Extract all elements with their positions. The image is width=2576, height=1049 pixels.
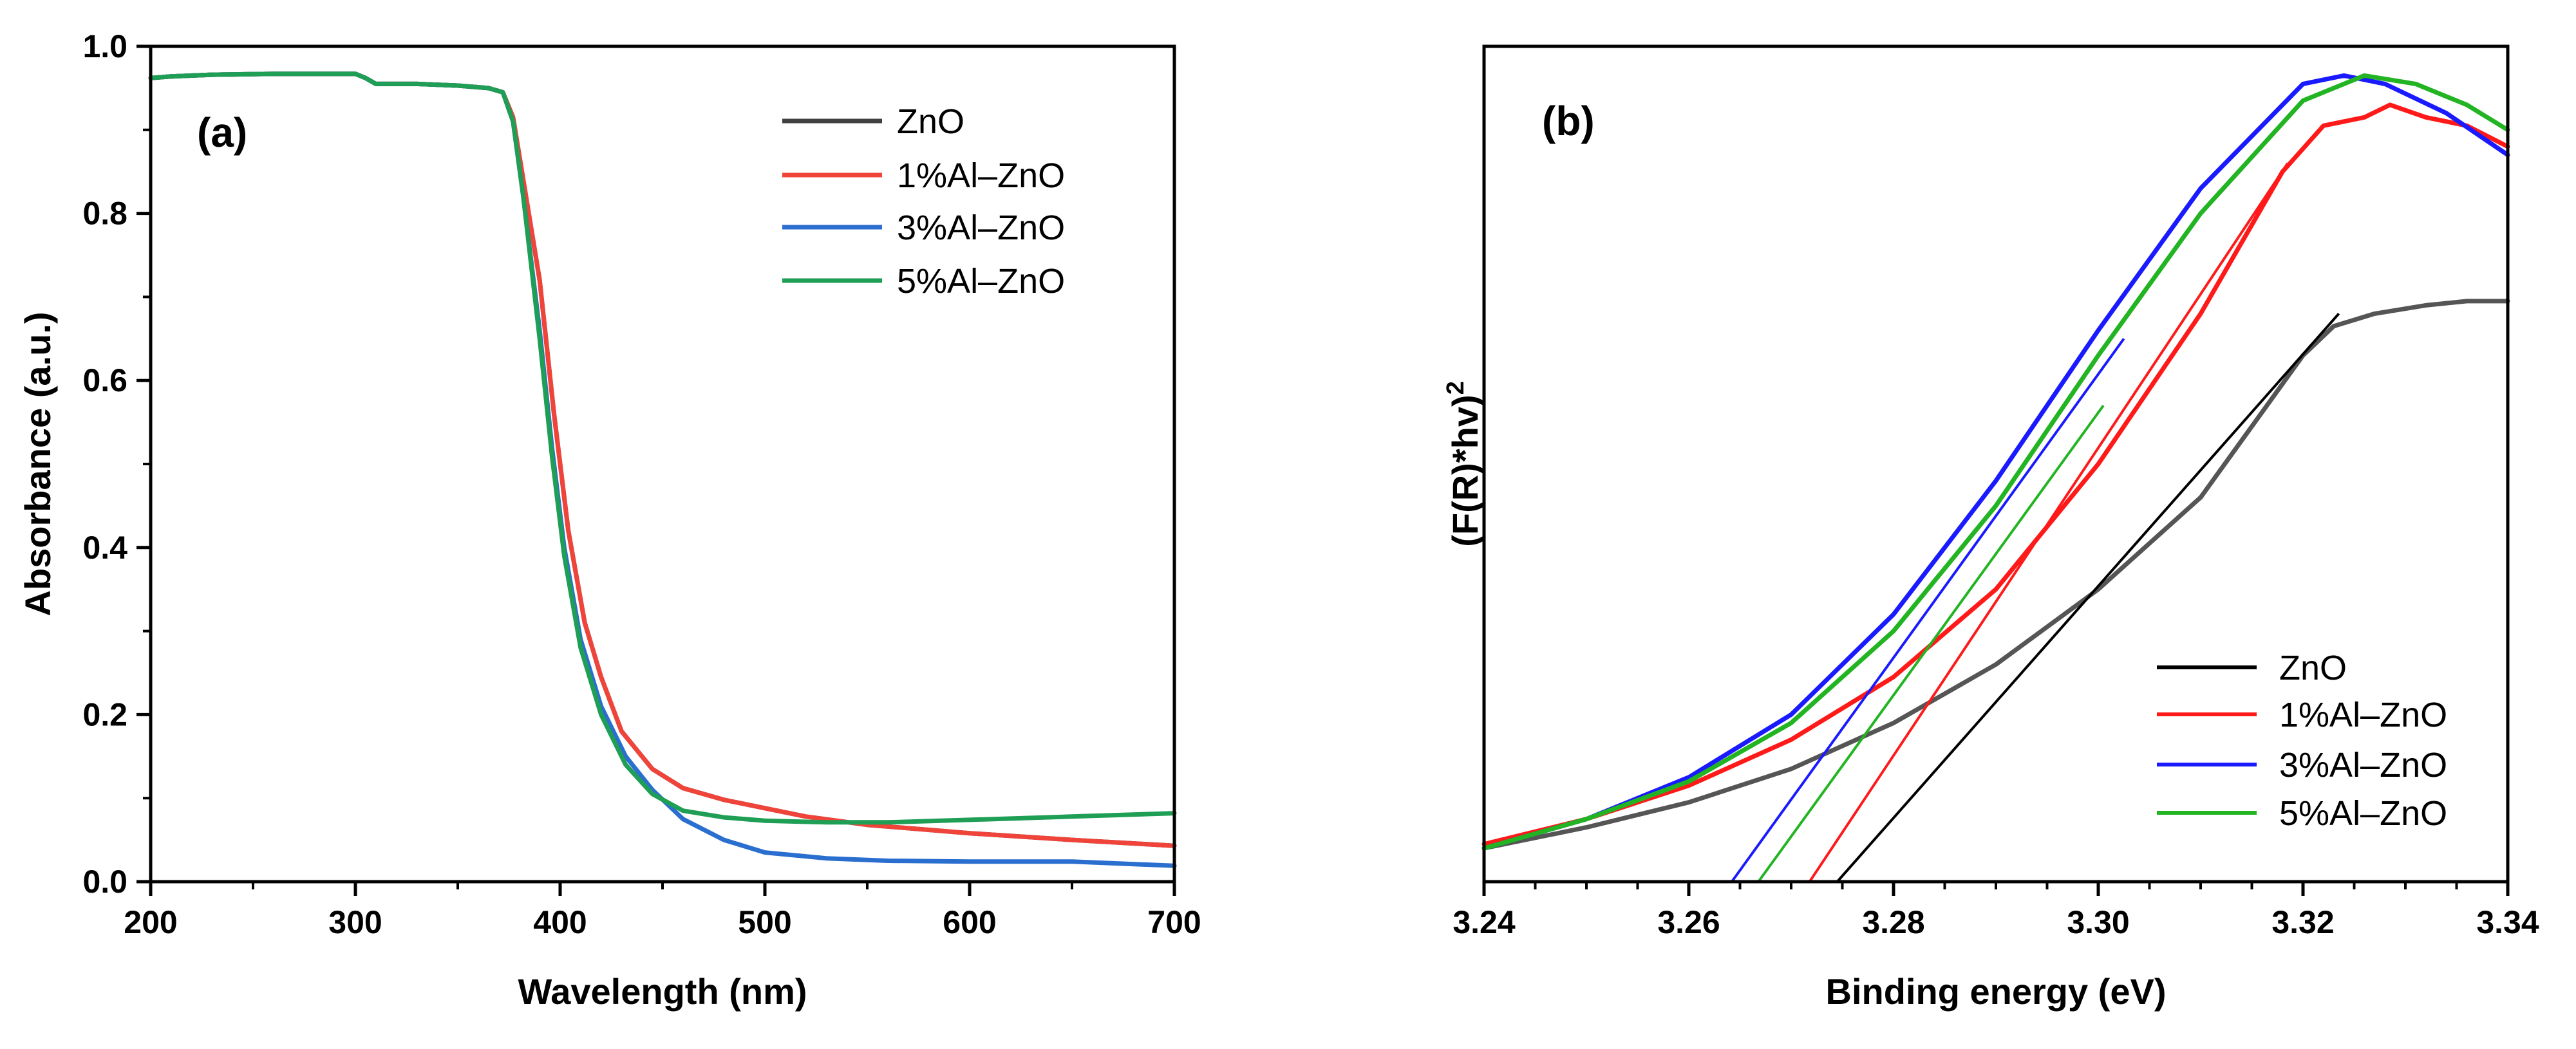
panel-a-y-axis-title: Absorbance (a.u.)	[17, 312, 58, 617]
panel-b-legend-entry: 5%Al–ZnO	[2157, 794, 2447, 833]
panel-b-y-axis-title: (F(R)*hv)2	[1442, 381, 1485, 547]
series-line-3	[148, 71, 1177, 825]
panel-a-ticks: 200 300 400 500 600 700 0.0 0.2 0.4 0.6 0.8 1.0	[82, 28, 1201, 940]
panel-b-legend-label: 1%Al–ZnO	[2279, 696, 2447, 734]
y-tick-label: 0.8	[82, 196, 127, 232]
x-tick-label: 700	[1147, 904, 1201, 940]
panel-a-legend: ZnO 1%Al–ZnO 3%Al–ZnO 5%Al–ZnO	[782, 102, 1065, 301]
x-tick-label: 400	[533, 904, 587, 940]
panel-b-legend-entry: 1%Al–ZnO	[2157, 696, 2447, 734]
panel-b-legend-label: 5%Al–ZnO	[2279, 794, 2447, 833]
panel-a-absorbance-chart: 200 300 400 500 600 700 0.0 0.2 0.4 0.6 0.8 1.0 (a)…	[17, 28, 1201, 1012]
x-tick-label: 3.32	[2271, 904, 2334, 940]
panel-a-label: (a)	[197, 109, 247, 156]
panel-a-x-axis-title: Wavelength (nm)	[518, 971, 807, 1012]
panel-b-label: (b)	[1542, 98, 1595, 144]
panel-b-legend: ZnO 1%Al–ZnO 3%Al–ZnO 5%Al–ZnO	[2157, 649, 2447, 833]
panel-a-legend-entry: ZnO	[782, 102, 964, 141]
x-tick-label: 3.26	[1657, 904, 1720, 940]
panel-a-legend-entry: 1%Al–ZnO	[782, 156, 1065, 195]
series-line-2	[1481, 73, 2510, 851]
y-tick-label: 0.4	[82, 530, 127, 566]
series-line-0	[1481, 299, 2510, 851]
x-tick-label: 3.28	[1862, 904, 1924, 940]
panel-b-series-layer	[1481, 73, 2510, 851]
x-tick-label: 600	[943, 904, 996, 940]
y-tick-label: 0.2	[82, 696, 127, 732]
series-line-1	[1481, 102, 2510, 847]
panel-b-x-axis-title: Binding energy (eV)	[1826, 971, 2167, 1012]
x-tick-label: 3.24	[1453, 904, 1516, 940]
y-tick-label: 0.0	[82, 864, 127, 900]
panel-b-legend-entry: 3%Al–ZnO	[2157, 746, 2447, 784]
panel-b-y-axis-title-main: (F(R)*hv)	[1445, 395, 1485, 546]
panel-a-legend-label: 3%Al–ZnO	[897, 209, 1065, 247]
panel-b-tauc-plot: 3.24 3.26 3.28 3.30 3.32 3.34 (b) Binding ene…	[1442, 44, 2539, 1012]
x-tick-label: 200	[124, 904, 177, 940]
panel-b-ticks: 3.24 3.26 3.28 3.30 3.32 3.34	[1453, 882, 2539, 940]
y-tick-label: 0.6	[82, 362, 127, 398]
x-tick-label: 300	[328, 904, 382, 940]
panel-b-legend-label: 3%Al–ZnO	[2279, 746, 2447, 784]
fit-line-0	[1836, 313, 2340, 883]
x-tick-label: 500	[738, 904, 791, 940]
panel-a-legend-entry: 3%Al–ZnO	[782, 209, 1065, 247]
panel-a-series-layer	[148, 71, 1177, 868]
panel-b-fit-line-layer	[1731, 162, 2340, 883]
x-tick-label: 3.30	[2067, 904, 2129, 940]
x-tick-label: 3.34	[2476, 904, 2539, 940]
svg-text:(F(R)*hv)2: (F(R)*hv)2	[1442, 381, 1485, 547]
panel-b-legend-label: ZnO	[2279, 649, 2347, 687]
panel-a-legend-label: ZnO	[897, 102, 964, 141]
panel-b-y-axis-title-superscript: 2	[1442, 381, 1469, 395]
fit-line-3	[1757, 404, 2105, 883]
panel-a-legend-entry: 5%Al–ZnO	[782, 262, 1065, 301]
panel-a-legend-label: 1%Al–ZnO	[897, 156, 1065, 195]
y-tick-label: 1.0	[82, 28, 127, 64]
series-line-3	[1481, 73, 2510, 851]
panel-a-legend-label: 5%Al–ZnO	[897, 262, 1065, 301]
panel-b-legend-entry: ZnO	[2157, 649, 2347, 687]
fit-line-2	[1731, 338, 2125, 883]
fit-line-1	[1808, 162, 2289, 883]
